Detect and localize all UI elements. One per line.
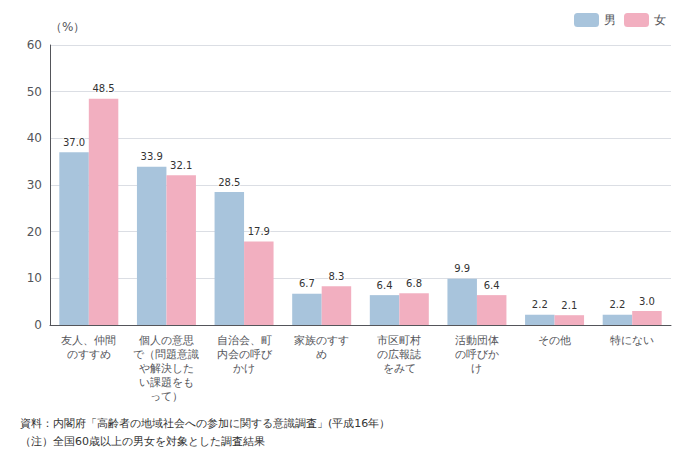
svg-text:32.1: 32.1	[170, 160, 192, 171]
svg-text:のすすめ: のすすめ	[67, 348, 111, 361]
svg-text:48.5: 48.5	[92, 83, 114, 94]
svg-text:9.9: 9.9	[454, 263, 470, 274]
svg-text:0: 0	[34, 318, 42, 332]
svg-text:市区町村: 市区町村	[377, 334, 421, 347]
svg-text:2.2: 2.2	[532, 299, 548, 310]
svg-text:6.4: 6.4	[484, 280, 500, 291]
svg-text:め: め	[316, 348, 327, 361]
svg-text:37.0: 37.0	[63, 137, 85, 148]
svg-text:33.9: 33.9	[141, 151, 163, 162]
svg-text:8.3: 8.3	[328, 271, 344, 282]
svg-text:2.1: 2.1	[561, 300, 577, 311]
svg-text:50: 50	[27, 85, 42, 99]
svg-text:や解決した: や解決した	[139, 362, 194, 375]
svg-text:28.5: 28.5	[218, 177, 240, 188]
svg-text:け: け	[471, 362, 482, 375]
svg-text:男: 男	[604, 13, 616, 27]
svg-text:個人の意思: 個人の意思	[139, 334, 194, 347]
svg-text:その他: その他	[538, 334, 571, 347]
svg-text:6.4: 6.4	[377, 280, 393, 291]
svg-text:40: 40	[27, 131, 42, 145]
svg-text:資料：内閣府「高齢者の地域社会への参加に関する意識調査」(平: 資料：内閣府「高齢者の地域社会への参加に関する意識調査」(平成16年）	[20, 417, 390, 430]
svg-text:6.7: 6.7	[299, 278, 315, 289]
svg-text:い課題をも: い課題をも	[139, 376, 194, 389]
svg-text:（注）全国60歳以上の男女を対象とした調査結果: （注）全国60歳以上の男女を対象とした調査結果	[20, 435, 265, 448]
svg-text:（%）: （%）	[50, 20, 85, 34]
svg-text:30: 30	[27, 178, 42, 192]
svg-text:をみて: をみて	[383, 362, 416, 375]
svg-text:2.2: 2.2	[609, 299, 625, 310]
svg-text:20: 20	[27, 225, 42, 239]
svg-text:60: 60	[27, 38, 42, 52]
svg-text:自治会、町: 自治会、町	[217, 334, 272, 347]
svg-text:6.8: 6.8	[406, 278, 422, 289]
svg-text:の呼びか: の呼びか	[455, 348, 499, 361]
svg-text:かけ: かけ	[233, 362, 255, 375]
svg-text:内会の呼び: 内会の呼び	[217, 348, 273, 361]
svg-text:家族のすす: 家族のすす	[294, 334, 349, 347]
svg-text:友人、仲間: 友人、仲間	[61, 334, 116, 347]
svg-text:女: 女	[654, 13, 666, 27]
svg-text:って）: って）	[150, 390, 183, 403]
svg-text:で（問題意識: で（問題意識	[133, 348, 199, 361]
svg-text:の広報誌: の広報誌	[377, 348, 421, 361]
svg-text:特にない: 特にない	[610, 334, 654, 347]
svg-text:10: 10	[27, 271, 42, 285]
svg-text:3.0: 3.0	[639, 296, 655, 307]
svg-text:17.9: 17.9	[248, 226, 270, 237]
svg-text:活動団体: 活動団体	[455, 334, 499, 347]
